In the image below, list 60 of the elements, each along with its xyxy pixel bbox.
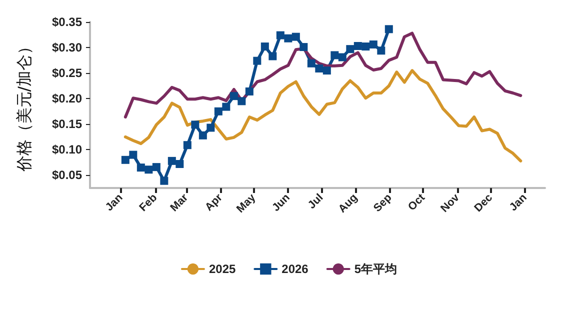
point [354,42,362,50]
x-tick-label: Sep [372,192,394,214]
point [284,34,292,42]
y-tick-label: $0.30 [52,40,82,55]
point [338,53,346,62]
x-tick-label: Feb [137,192,160,214]
y-tick-label: $0.25 [52,66,82,80]
legend-label: 2026 [282,262,309,276]
point [260,42,269,51]
point [330,51,339,60]
y-tick-label: $0.20 [52,92,82,106]
point [191,120,200,129]
x-tick-label: Dec [472,192,495,214]
point [183,141,192,150]
x-tick-label: Nov [438,191,462,215]
point [152,163,160,172]
y-tick-label: $0.10 [52,142,82,157]
point [322,66,331,75]
point [206,124,215,132]
legend-label: 2025 [208,262,236,276]
x-tick-label: Apr [203,191,226,214]
point [214,107,222,116]
x-tick-label: Jun [270,192,293,214]
point [384,25,393,34]
point [276,31,284,40]
y-tick-label: $0.35 [52,15,82,29]
x-tick-label: Jul [306,192,326,212]
point [230,92,238,100]
line-series [124,32,522,119]
point [362,42,370,51]
point [307,59,316,68]
point [198,131,207,140]
x-tick-label: Aug [336,192,360,216]
legend-label: 5年平均 [354,262,398,276]
x-tick-label: Jan [103,192,126,214]
point [346,45,354,54]
point [315,64,324,72]
point [377,46,386,55]
point [144,166,153,174]
line-series [124,69,522,162]
point [176,160,184,168]
point [160,176,168,185]
y-axis-title: 价格（美元/加仑） [14,38,34,173]
point [222,102,230,111]
point [238,97,246,106]
point [253,56,262,65]
point [245,87,254,96]
y-tick-label: $0.15 [52,117,82,132]
point [168,156,176,165]
point [300,43,308,52]
y-tick-label: $0.05 [52,168,82,182]
point [121,156,130,164]
point [292,32,300,41]
point [268,52,277,60]
point [129,150,138,159]
point [369,40,378,48]
x-tick-label: Oct [406,192,428,214]
x-tick-label: Mar [168,191,192,214]
x-tick-label: Jan [507,192,530,214]
point [136,164,145,172]
